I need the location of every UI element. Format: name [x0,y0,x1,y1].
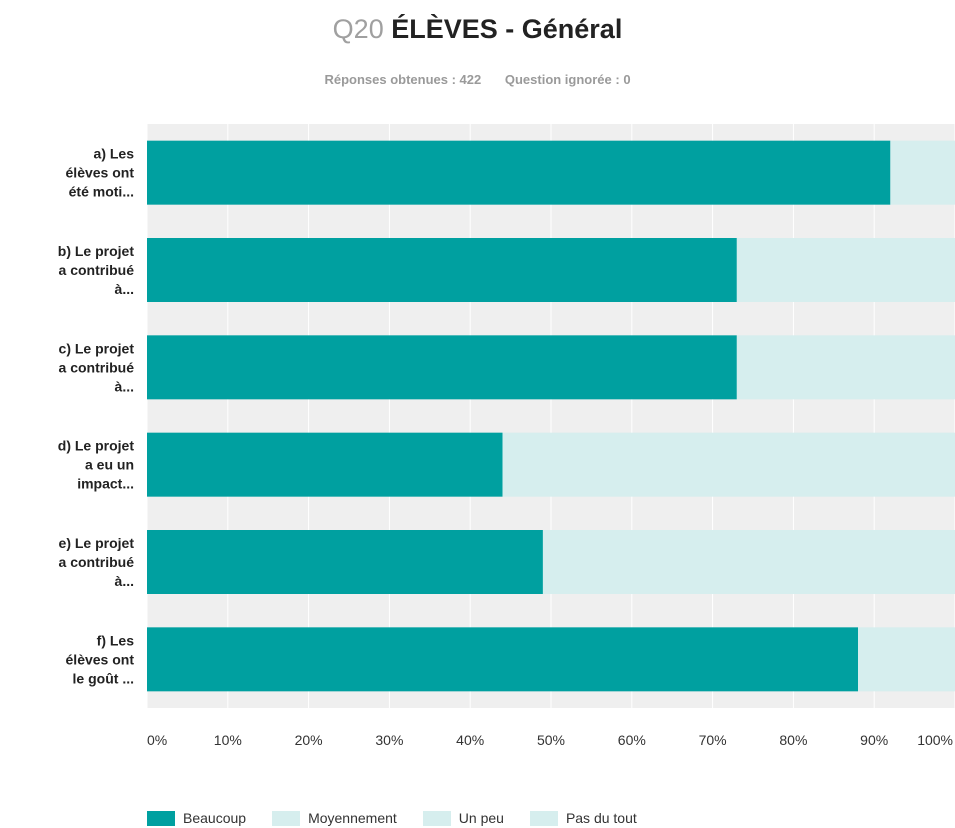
legend-swatch [147,810,175,826]
bar-moyennement [890,140,955,205]
x-tick-label: 80% [779,732,807,748]
category-label: a) Les élèves ont été moti... [66,146,135,200]
x-tick-label: 30% [375,732,403,748]
x-tick-label: 40% [456,732,484,748]
legend-item: Moyennement [272,810,397,826]
x-tick-label: 100% [917,732,953,748]
bar-moyennement [858,627,955,692]
legend-swatch [529,810,558,826]
x-tick-label: 20% [295,732,323,748]
legend-item: Un peu [422,810,504,826]
question-title: ÉLÈVES - Général [391,14,623,44]
question-number: Q20 [332,14,384,44]
bar-beaucoup [147,432,503,497]
category-label: b) Le projet a contribué à... [58,243,135,297]
legend-item: Beaucoup [147,810,246,826]
responses-count: Réponses obtenues : 422 [324,72,482,87]
category-label: e) Le projet a contribué à... [59,535,135,589]
chart-title: Q20 ÉLÈVES - Général [0,14,955,45]
chart-legend: Beaucoup Moyennement Un peu Pas du tout [147,810,663,826]
legend-swatch [272,810,301,826]
legend-label: Beaucoup [183,810,247,826]
legend-label: Pas du tout [565,810,637,826]
bar-moyennement [736,335,955,400]
legend-item: Pas du tout [529,810,637,826]
x-tick-label: 50% [537,732,565,748]
response-summary: Réponses obtenues : 422 Question ignorée… [0,72,955,87]
x-tick-label: 0% [147,732,167,748]
bar-beaucoup [147,140,891,205]
bar-beaucoup [147,627,859,692]
bar-moyennement [736,238,955,302]
x-tick-label: 60% [618,732,646,748]
category-label: d) Le projet a eu un impact... [58,438,135,492]
bar-beaucoup [147,335,737,400]
category-label: f) Les élèves ont le goût ... [66,632,135,686]
category-label: c) Le projet a contribué à... [59,340,135,394]
legend-swatch [422,810,451,826]
x-tick-label: 10% [214,732,242,748]
bar-moyennement [542,530,955,594]
x-tick-label: 90% [860,732,888,748]
bar-moyennement [502,432,955,497]
x-tick-label: 70% [699,732,727,748]
skipped-count: Question ignorée : 0 [504,72,631,87]
legend-label: Un peu [458,810,504,826]
stacked-bar-chart: a) Les élèves ont été moti... b) Le projet a… [58,124,955,748]
bar-beaucoup [147,238,737,302]
bar-beaucoup [147,530,543,594]
legend-label: Moyennement [308,810,397,826]
